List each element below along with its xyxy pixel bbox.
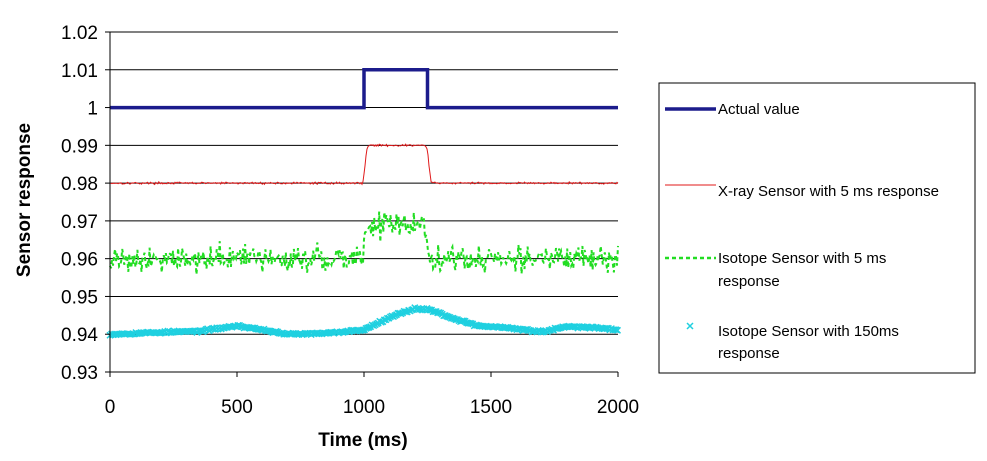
y-tick-label: 0.99 (61, 136, 98, 157)
y-tick-label: 0.96 (61, 250, 98, 271)
y-tick-label: 1.02 (61, 23, 98, 44)
legend-label: Isotope Sensor with 5 ms response (718, 250, 886, 290)
series-line-xray (109, 143, 619, 186)
series-2 (109, 211, 619, 275)
legend-label: Isotope Sensor with 150ms response (718, 323, 899, 362)
legend-item-2: Isotope Sensor with 5 ms response (665, 250, 886, 290)
y-tick-label: 1.01 (61, 61, 98, 82)
x-tick-label: 500 (221, 397, 253, 418)
y-axis-title: Sensor response (14, 123, 35, 277)
y-tick-label: 0.93 (61, 363, 98, 384)
y-tick-label: 0.94 (61, 325, 98, 346)
y-tick-label: 1 (87, 99, 98, 120)
series-marker-isotope-150ms (613, 326, 622, 334)
x-axis-title: Time (ms) (318, 430, 407, 451)
y-tick-label: 0.97 (61, 212, 98, 233)
legend-item-0: Actual value (665, 101, 800, 118)
series-0 (110, 68, 618, 110)
y-tick-label: 0.98 (61, 174, 98, 195)
series-1 (109, 143, 619, 186)
legend-item-3: Isotope Sensor with 150ms response (686, 322, 899, 362)
legend-box (658, 82, 976, 374)
legend: Actual value X-ray Sensor with 5 ms respo… (658, 82, 976, 374)
legend-items: Actual value X-ray Sensor with 5 ms respo… (665, 101, 939, 362)
series-layer (106, 68, 622, 339)
legend-item-1: X-ray Sensor with 5 ms response (665, 183, 939, 200)
y-tick-label: 0.95 (61, 287, 98, 308)
axes: 0.93 0.94 0.95 0.96 0.97 0.98 0.99 1 1.01 1.02 0 50… (61, 23, 639, 418)
legend-label: X-ray Sensor with 5 ms response (718, 183, 939, 200)
x-tick-label: 1500 (470, 397, 512, 418)
legend-label: Actual value (718, 101, 800, 118)
x-tick-label: 2000 (597, 397, 639, 418)
x-tick-label: 1000 (343, 397, 385, 418)
series-line-isotope-5ms (109, 211, 619, 275)
series-line-actual (110, 68, 618, 110)
series-3 (106, 304, 622, 339)
x-tick-label: 0 (105, 397, 116, 418)
legend-swatch (686, 322, 694, 330)
